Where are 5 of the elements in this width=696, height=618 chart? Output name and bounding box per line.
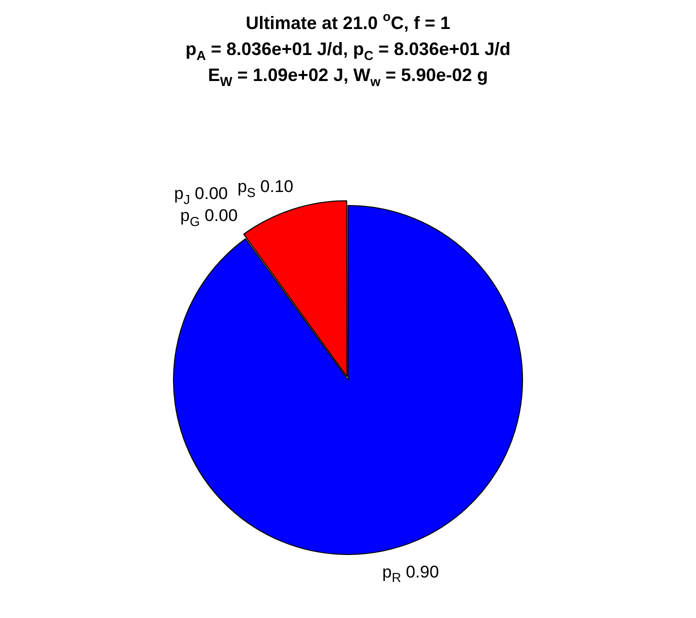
data-label: 0.90 [401,562,439,582]
text: 0.00 [204,206,238,225]
chart-title: Ultimate at 21.0 $^{o}$C, f = 1 p$_{A}$ = 8.036e+01 J/d, p$_{C}$ = 8.036e+01 J/d E$_{W}$ = 1.09e+02 J, W$_{w}$ = 5.90e-02 g [186,9,510,89]
text: 0.00 [194,184,228,203]
data-label: 0.10 [256,177,294,196]
